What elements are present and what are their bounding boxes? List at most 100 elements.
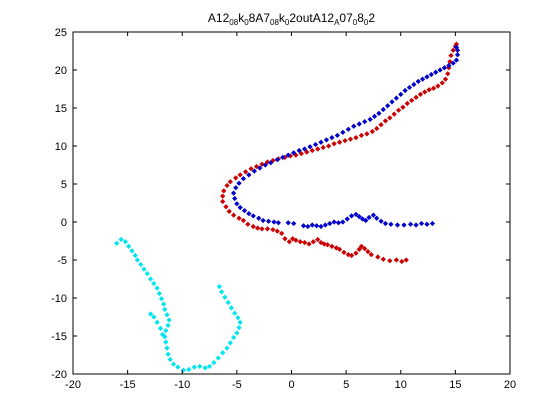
y-tick-label: 5	[61, 179, 67, 191]
data-point	[353, 135, 359, 141]
data-point	[274, 157, 280, 163]
data-point	[300, 223, 307, 229]
data-point	[275, 220, 282, 226]
data-point	[315, 146, 321, 152]
data-point	[265, 218, 272, 224]
data-point	[322, 222, 328, 228]
data-point	[132, 252, 138, 259]
data-point	[435, 83, 441, 89]
data-point	[224, 182, 230, 189]
data-point	[280, 154, 286, 161]
data-point	[166, 317, 172, 323]
data-point	[364, 131, 370, 137]
x-tick-label: 15	[449, 379, 461, 391]
data-point	[246, 211, 252, 217]
data-point	[118, 236, 124, 243]
data-point	[161, 301, 167, 307]
data-point	[220, 198, 226, 205]
data-point	[309, 222, 315, 228]
data-point	[385, 103, 391, 109]
data-point	[356, 121, 362, 127]
data-point	[227, 179, 233, 185]
data-point	[144, 271, 150, 277]
data-point	[362, 245, 368, 252]
data-point	[250, 223, 256, 230]
data-point	[353, 250, 359, 256]
data-point	[216, 283, 223, 290]
data-point	[234, 201, 240, 207]
data-point	[387, 258, 393, 264]
y-tick-label: 10	[55, 141, 67, 153]
data-point	[359, 216, 366, 222]
data-point	[406, 84, 413, 91]
data-point	[400, 104, 406, 110]
data-point	[175, 364, 181, 370]
data-point	[409, 97, 415, 104]
data-point	[191, 364, 197, 370]
data-point	[402, 87, 408, 94]
data-point	[358, 132, 365, 138]
data-point	[453, 57, 460, 63]
data-point	[348, 213, 355, 219]
data-point	[327, 220, 333, 227]
data-point	[164, 312, 170, 318]
data-point	[342, 138, 348, 144]
data-point	[374, 125, 380, 132]
data-point	[286, 239, 292, 245]
data-point	[138, 261, 144, 268]
data-point	[163, 339, 169, 345]
data-point	[380, 106, 386, 113]
data-point	[206, 363, 213, 370]
title-part: 0	[244, 18, 249, 27]
data-point	[233, 185, 239, 191]
data-point	[314, 223, 320, 229]
points-layer	[114, 41, 461, 373]
title-part: 0	[364, 18, 369, 27]
data-point	[236, 215, 242, 221]
data-point	[356, 246, 362, 252]
title-part: 08	[229, 18, 238, 27]
data-point	[220, 350, 226, 356]
data-point	[248, 166, 254, 172]
data-point	[259, 226, 265, 232]
data-point	[221, 188, 227, 194]
data-point	[154, 285, 160, 291]
data-point	[305, 223, 311, 230]
data-point	[422, 89, 428, 95]
data-point	[260, 217, 266, 224]
data-point	[376, 110, 382, 116]
data-point	[297, 239, 303, 245]
data-point	[413, 94, 419, 100]
data-point	[351, 123, 357, 129]
data-point	[163, 328, 169, 334]
chart-title: A1208k08A708k02outA12A070802	[208, 11, 375, 27]
data-point	[347, 136, 354, 142]
data-point	[356, 214, 362, 220]
data-point	[411, 81, 417, 88]
x-tick-label: -20	[65, 379, 81, 391]
y-tick-label: -20	[51, 369, 67, 381]
x-tick-label: -5	[232, 379, 242, 391]
data-point	[301, 146, 308, 152]
data-point	[298, 150, 304, 157]
data-point	[257, 165, 263, 171]
data-point	[424, 221, 430, 227]
data-point	[134, 257, 141, 263]
data-point	[141, 266, 147, 272]
data-point	[285, 220, 291, 226]
data-point	[453, 44, 460, 50]
data-point	[446, 62, 452, 69]
data-point	[250, 213, 256, 219]
data-point	[236, 180, 242, 186]
data-point	[230, 212, 237, 218]
data-point	[154, 319, 160, 325]
data-point	[371, 113, 378, 119]
data-point	[253, 163, 260, 170]
data-point	[340, 219, 346, 225]
data-point	[375, 254, 381, 260]
plot-area	[73, 32, 510, 374]
data-point	[129, 248, 135, 254]
data-point	[271, 219, 277, 225]
series-3	[114, 236, 243, 373]
data-point	[395, 107, 402, 113]
